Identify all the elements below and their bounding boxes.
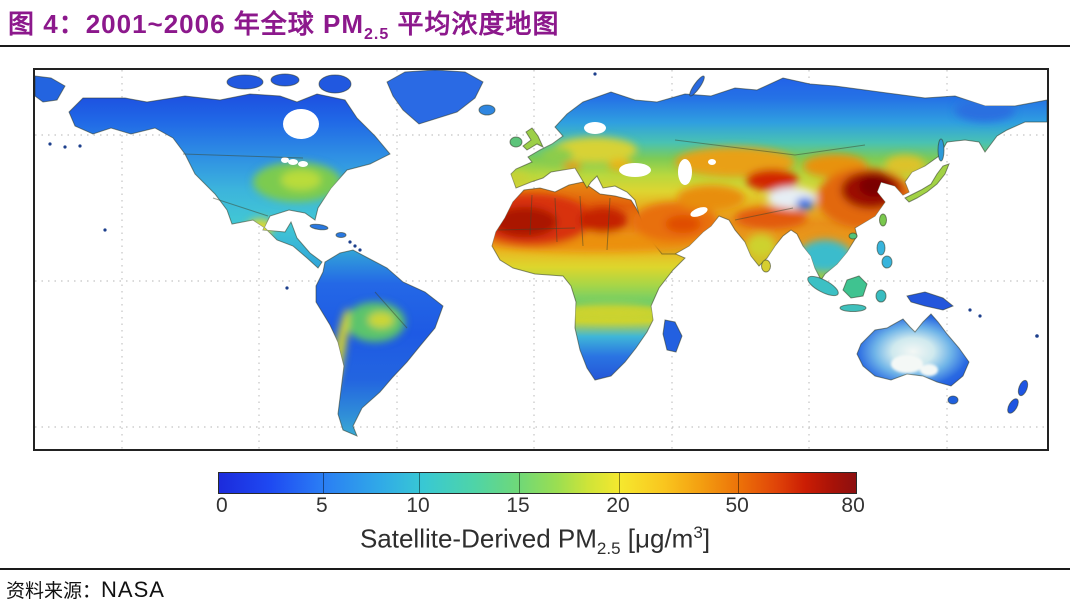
- source-label: 资料来源：: [6, 581, 102, 602]
- colorbar-tick-mark: [519, 473, 521, 493]
- island-philippines-2: [881, 255, 893, 269]
- colorbar-ticks: 0 5 10 15 20 50 80: [215, 494, 865, 520]
- colorbar-label: Satellite-Derived PM2.5 [μg/m3]: [0, 523, 1070, 559]
- title-subscript: 2.5: [364, 26, 390, 44]
- island-borneo: [842, 275, 868, 299]
- world-map-svg: [35, 70, 1047, 449]
- baltic-sea: [584, 122, 606, 134]
- great-lake-3: [281, 157, 289, 163]
- australia-nodata-1: [891, 355, 923, 373]
- colorbar-tick-mark: [619, 473, 621, 493]
- island-greenland: [386, 70, 484, 125]
- island-arctic-1: [226, 74, 264, 90]
- island-new-guinea: [906, 291, 954, 311]
- island-ireland: [509, 136, 523, 148]
- island-iceland: [478, 104, 496, 116]
- island-chukotka-edge: [35, 75, 66, 103]
- title-tail: 平均浓度地图: [389, 9, 560, 39]
- persian-gulf: [690, 207, 708, 217]
- colorbar-unit-sup: 3: [693, 523, 703, 542]
- colorbar: [218, 472, 857, 494]
- island-sumatra: [807, 275, 839, 297]
- colorbar-tick-mark: [419, 473, 421, 493]
- colorbar-tick-label: 5: [315, 494, 328, 517]
- continent-australia: [856, 313, 970, 387]
- colorbar-label-text: Satellite-Derived PM: [359, 523, 597, 554]
- island-baffin: [318, 74, 352, 94]
- island-sakhalin: [937, 138, 945, 162]
- island-hispaniola: [335, 232, 347, 238]
- source-line: 资料来源：NASA: [6, 576, 165, 603]
- map-frame: [33, 68, 1049, 451]
- title-text: 2001~2006 年全球 PM: [85, 9, 364, 39]
- colorbar-unit-prefix: [μg/m: [620, 523, 694, 554]
- colorbar-tick-mark: [738, 473, 740, 493]
- island-sri-lanka: [761, 259, 771, 273]
- landmasses: [35, 70, 1047, 437]
- island-philippines-1: [876, 240, 886, 256]
- island-cuba: [309, 223, 329, 231]
- island-specks: [48, 72, 1039, 338]
- island-britain: [522, 127, 545, 151]
- island-sulawesi: [875, 289, 887, 303]
- great-lake-2: [298, 161, 308, 167]
- colorbar-tick-label: 10: [406, 494, 430, 517]
- great-lake-1: [288, 159, 298, 165]
- island-nz-north: [1017, 379, 1029, 397]
- island-novaya-zemlya: [689, 75, 705, 97]
- island-madagascar: [662, 319, 683, 353]
- caspian-sea: [678, 159, 692, 185]
- island-nz-south: [1007, 398, 1019, 414]
- colorbar-tick-label: 15: [506, 494, 530, 517]
- island-tasmania: [947, 395, 959, 405]
- source-rule: [0, 568, 1070, 570]
- australia-nodata-2: [920, 364, 938, 376]
- title-rule: [0, 45, 1070, 47]
- colorbar-tick-label: 80: [841, 494, 865, 517]
- source-value: NASA: [101, 577, 165, 602]
- colorbar-tick-label: 0: [215, 494, 228, 517]
- island-hainan: [848, 232, 858, 240]
- colorbar-unit-suffix: ]: [702, 523, 711, 554]
- island-java: [839, 304, 867, 312]
- continent-south-america: [315, 249, 444, 437]
- figure-number: 图 4：: [8, 9, 86, 39]
- lakes-layer: [281, 109, 938, 376]
- figure-title: 图 4：2001~2006 年全球 PM2.5 平均浓度地图: [8, 4, 559, 44]
- island-taiwan: [879, 213, 887, 227]
- island-japan: [904, 163, 950, 203]
- continent-north-america: [68, 93, 391, 269]
- hudson-bay: [283, 109, 319, 139]
- colorbar-tick-label: 20: [606, 494, 630, 517]
- colorbar-tick-mark: [322, 473, 324, 493]
- black-sea: [619, 163, 651, 177]
- island-arctic-2: [270, 73, 300, 87]
- colorbar-gradient: [219, 473, 856, 493]
- colorbar-label-sub: 2.5: [596, 538, 621, 558]
- country-borders: [182, 139, 866, 329]
- aral-sea: [708, 159, 716, 165]
- colorbar-tick-label: 50: [725, 494, 749, 517]
